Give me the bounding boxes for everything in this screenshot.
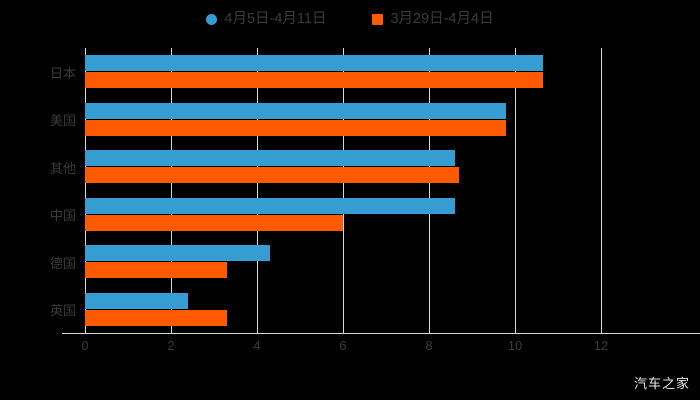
x-tick-8: [429, 327, 430, 333]
bar-日本-4月5日-4月11日[interactable]: [85, 55, 543, 72]
bar-德国-4月5日-4月11日[interactable]: [85, 245, 270, 262]
legend-marker-square-icon: [372, 13, 384, 25]
legend-item-0[interactable]: 4月5日-4月11日: [206, 12, 326, 27]
gridline-12: [601, 48, 602, 333]
y-axis-label-日本: 日本: [49, 65, 76, 81]
y-axis-labels: 日本美国其他中国德国英国: [0, 48, 76, 333]
y-axis-label-英国: 英国: [49, 303, 76, 319]
x-axis-labels: 0 2 4 6 8 10 12: [0, 338, 700, 360]
x-tick-12: [601, 327, 602, 333]
x-tick-6: [343, 327, 344, 333]
bar-中国-3月29日-4月4日[interactable]: [85, 214, 343, 231]
x-axis-label-12: 12: [593, 338, 609, 353]
bar-美国-4月5日-4月11日[interactable]: [85, 102, 507, 119]
bar-日本-3月29日-4月4日[interactable]: [85, 72, 543, 89]
legend-item-1[interactable]: 3月29日-4月4日: [372, 10, 494, 27]
bar-英国-4月5日-4月11日[interactable]: [85, 292, 189, 309]
gridline-0: [85, 48, 86, 333]
bar-中国-4月5日-4月11日[interactable]: [85, 197, 455, 214]
bar-英国-3月29日-4月4日[interactable]: [85, 309, 227, 326]
bar-其他-3月29日-4月4日[interactable]: [85, 167, 460, 184]
legend-label-1: 3月29日-4月4日: [390, 10, 494, 27]
x-tick-0: [85, 327, 86, 333]
x-axis-label-10: 10: [507, 338, 523, 353]
legend-label-0: 4月5日-4月11日: [224, 10, 327, 27]
y-axis-label-美国: 美国: [49, 113, 76, 129]
y-axis-label-中国: 中国: [49, 208, 76, 224]
gridline-6: [343, 48, 344, 333]
chart-legend: 4月5日-4月11日 3月29日-4月4日: [0, 6, 700, 32]
watermark: 汽车之家: [633, 376, 690, 391]
bar-德国-3月29日-4月4日[interactable]: [85, 262, 227, 279]
x-axis-label-8: 8: [425, 338, 433, 353]
bar-美国-3月29日-4月4日[interactable]: [85, 119, 507, 136]
x-axis-line: [62, 333, 700, 334]
x-axis-label-6: 6: [339, 338, 347, 353]
x-tick-4: [257, 327, 258, 333]
plot-area: [85, 48, 602, 333]
gridline-2: [171, 48, 172, 333]
bar-其他-4月5日-4月11日[interactable]: [85, 150, 455, 167]
gridline-4: [257, 48, 258, 333]
x-tick-10: [515, 327, 516, 333]
gridline-8: [429, 48, 430, 333]
x-axis-label-2: 2: [167, 338, 175, 353]
y-axis-label-德国: 德国: [49, 255, 76, 271]
legend-marker-circle-icon: [206, 13, 218, 25]
x-axis-label-4: 4: [253, 338, 261, 353]
gridline-10: [515, 48, 516, 333]
y-axis-label-其他: 其他: [49, 160, 76, 176]
x-axis-label-0: 0: [81, 338, 89, 353]
x-tick-2: [171, 327, 172, 333]
